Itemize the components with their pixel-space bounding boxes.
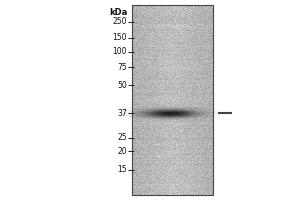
Text: 25: 25	[117, 134, 127, 142]
Text: 20: 20	[117, 146, 127, 156]
Text: 75: 75	[117, 62, 127, 72]
Text: 50: 50	[117, 80, 127, 90]
Text: 15: 15	[117, 166, 127, 174]
Bar	[132, 5, 213, 195]
Text: 100: 100	[112, 47, 127, 56]
Text: 250: 250	[112, 18, 127, 26]
Text: 150: 150	[112, 33, 127, 43]
Text: kDa: kDa	[109, 8, 127, 17]
Text: 37: 37	[117, 108, 127, 117]
